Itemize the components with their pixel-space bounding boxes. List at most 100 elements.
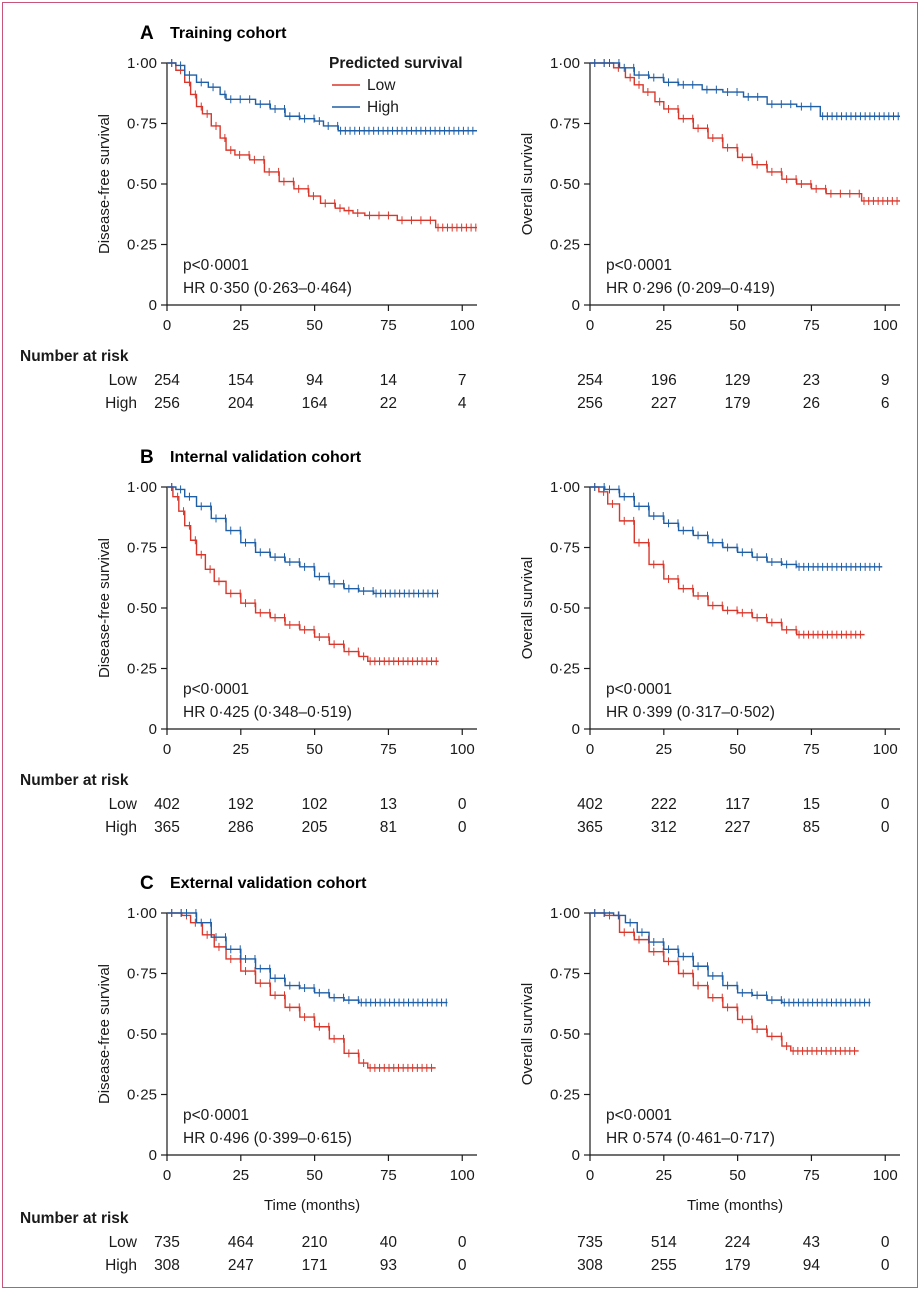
y-tick-label: 0·75 [550,966,580,983]
risk-low-value: 23 [803,372,820,389]
x-tick-label: 100 [873,741,898,758]
risk-high-value: 94 [803,1257,821,1274]
risk-row-label-low: Low [109,796,138,813]
risk-high-value: 0 [881,819,890,836]
p-value: p<0·0001 [183,1107,249,1124]
km-curve-high [590,912,871,1004]
risk-low-value: 9 [881,372,890,389]
y-tick-label: 0·50 [127,600,157,617]
x-tick-label: 50 [306,741,323,758]
risk-low-value: 129 [725,372,751,389]
y-tick-label: 0·25 [127,661,157,678]
risk-high-value: 93 [380,1257,397,1274]
panel-title: External validation cohort [170,875,367,892]
risk-low-value: 464 [228,1234,254,1251]
y-tick-label: 0·25 [550,1087,580,1104]
x-tick-label: 0 [163,741,171,758]
risk-high-value: 247 [228,1257,254,1274]
legend-label-high: High [367,99,399,116]
risk-high-value: 164 [302,395,328,412]
y-tick-label: 0·50 [127,176,157,193]
km-curve-low [167,486,439,662]
risk-low-value: 15 [803,796,820,813]
x-tick-label: 50 [306,317,323,334]
y-tick-label: 0·50 [550,600,580,617]
risk-low-value: 43 [803,1234,820,1251]
km-curve-low [590,62,900,202]
chart-C-dfs: C External validation cohort 0 0·25 0·50 0·75… [20,873,477,1274]
risk-row-label-low: Low [109,372,138,389]
km-curve-high [167,62,477,132]
risk-high-value: 308 [154,1257,180,1274]
risk-high-value: 227 [725,819,751,836]
hazard-ratio: HR 0·399 (0·317–0·502) [606,704,775,721]
risk-low-value: 224 [725,1234,751,1251]
risk-low-value: 102 [302,796,328,813]
x-tick-label: 50 [729,741,746,758]
km-curve-low [590,912,859,1052]
y-tick-label: 0·50 [550,1026,580,1043]
y-tick-label: 1·00 [550,479,580,496]
risk-table-header: Number at risk [20,348,129,365]
risk-low-value: 7 [458,372,467,389]
panel-letter: A [140,23,154,44]
risk-high-value: 0 [881,1257,890,1274]
x-tick-label: 25 [655,741,672,758]
p-value: p<0·0001 [183,681,249,698]
x-tick-label: 75 [380,317,397,334]
censor-marks-high [171,483,438,598]
y-tick-label: 1·00 [550,905,580,922]
hazard-ratio: HR 0·496 (0·399–0·615) [183,1130,352,1147]
y-tick-label: 0 [572,297,580,314]
risk-high-value: 26 [803,395,820,412]
risk-row-label-low: Low [109,1234,138,1251]
risk-high-value: 312 [651,819,677,836]
km-curve-low [590,486,865,636]
y-tick-label: 0 [572,1147,580,1164]
p-value: p<0·0001 [606,257,672,274]
y-axis-label: Overall survival [519,557,536,660]
x-tick-label: 75 [380,741,397,758]
risk-high-value: 6 [881,395,890,412]
y-tick-label: 0 [572,721,580,738]
risk-low-value: 154 [228,372,254,389]
risk-high-value: 204 [228,395,254,412]
y-tick-label: 0 [149,297,157,314]
y-axis-label: Disease-free survival [96,114,113,254]
risk-low-value: 117 [725,796,750,813]
y-tick-label: 0·75 [550,540,580,557]
risk-table-header: Number at risk [20,772,129,789]
hazard-ratio: HR 0·350 (0·263–0·464) [183,280,352,297]
risk-high-value: 171 [302,1257,328,1274]
chart-B-dfs: B Internal validation cohort 0 0·25 0·50 0·75… [20,447,477,836]
x-tick-label: 25 [232,741,249,758]
x-tick-label: 25 [655,1167,672,1184]
risk-row-label-high: High [105,1257,137,1274]
y-tick-label: 0·75 [127,540,157,557]
x-tick-label: 25 [232,317,249,334]
x-tick-label: 0 [586,317,594,334]
censor-marks-high [594,909,870,1007]
x-tick-label: 75 [803,1167,820,1184]
x-axis-label: Time (months) [264,1197,360,1214]
panel-title: Training cohort [170,25,287,42]
x-axis-label: Time (months) [687,1197,783,1214]
risk-high-value: 205 [302,819,328,836]
risk-high-value: 255 [651,1257,677,1274]
risk-high-value: 365 [577,819,603,836]
risk-low-value: 0 [458,1234,467,1251]
y-axis-label: Overall survival [519,983,536,1086]
x-tick-label: 100 [873,317,898,334]
risk-high-value: 85 [803,819,820,836]
risk-low-value: 0 [881,796,890,813]
x-tick-label: 25 [232,1167,249,1184]
p-value: p<0·0001 [183,257,249,274]
x-tick-label: 100 [873,1167,898,1184]
risk-low-value: 514 [651,1234,677,1251]
risk-low-value: 735 [154,1234,180,1251]
y-tick-label: 1·00 [127,905,157,922]
y-axis-label: Disease-free survival [96,964,113,1104]
censor-marks-low [594,59,898,205]
km-curve-high [590,486,883,568]
